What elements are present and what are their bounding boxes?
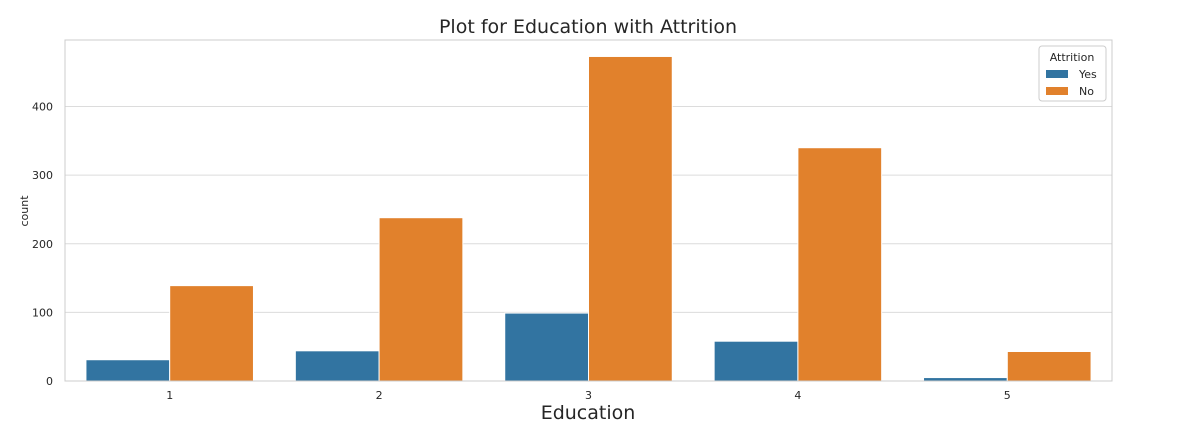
- legend-swatch-yes: [1046, 70, 1068, 78]
- x-axis-label: Education: [541, 402, 636, 424]
- y-tick-label: 400: [32, 101, 53, 114]
- x-axis-ticks: 1 2 3 4 5: [166, 389, 1011, 402]
- legend-label-no: No: [1079, 85, 1094, 98]
- y-tick-label: 0: [46, 375, 53, 388]
- bar-yes-4: [713, 340, 799, 382]
- x-tick-label: 3: [585, 389, 592, 402]
- bar-no-1: [169, 285, 254, 382]
- bar-yes-3: [504, 312, 589, 382]
- plot-frame: [64, 39, 1113, 382]
- bar-no-5: [1006, 350, 1092, 382]
- y-tick-label: 100: [32, 306, 53, 319]
- bar-no-4: [797, 147, 883, 382]
- x-tick-label: 4: [794, 389, 801, 402]
- legend-label-yes: Yes: [1078, 68, 1097, 81]
- legend: Attrition Yes No: [1038, 45, 1107, 102]
- x-tick-label: 5: [1004, 389, 1011, 402]
- chart-title: Plot for Education with Attrition: [439, 16, 737, 38]
- y-axis-ticks: 0 100 200 300 400: [32, 101, 53, 388]
- bars: [85, 55, 1092, 382]
- legend-title: Attrition: [1050, 51, 1095, 64]
- bar-no-3: [588, 55, 673, 382]
- x-tick-label: 2: [376, 389, 383, 402]
- bar-yes-2: [294, 350, 380, 382]
- x-tick-label: 1: [166, 389, 173, 402]
- bar-yes-5: [923, 377, 1008, 382]
- y-tick-label: 200: [32, 238, 53, 251]
- legend-swatch-no: [1046, 87, 1068, 95]
- y-tick-label: 300: [32, 169, 53, 182]
- bar-yes-1: [85, 359, 171, 382]
- bar-no-2: [378, 217, 464, 382]
- y-axis-label: count: [18, 195, 31, 227]
